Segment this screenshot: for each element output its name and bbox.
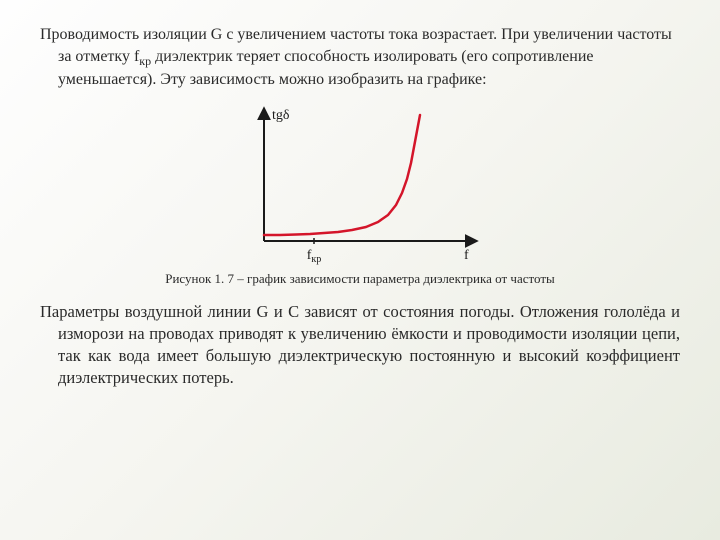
chart-tgdelta-vs-f: tgδ f fкр — [230, 105, 490, 265]
svg-text:tgδ: tgδ — [272, 108, 290, 123]
figure-caption: Рисунок 1. 7 – график зависимости параме… — [40, 271, 680, 287]
intro-paragraph: Проводимость изоляции G с увеличением ча… — [40, 24, 680, 91]
chart-svg: tgδ f fкр — [230, 105, 490, 265]
svg-text:f: f — [464, 248, 469, 263]
body-paragraph: Параметры воздушной линии G и C зависят … — [40, 301, 680, 390]
svg-text:fкр: fкр — [307, 248, 322, 265]
p1-sub: кр — [139, 54, 151, 68]
